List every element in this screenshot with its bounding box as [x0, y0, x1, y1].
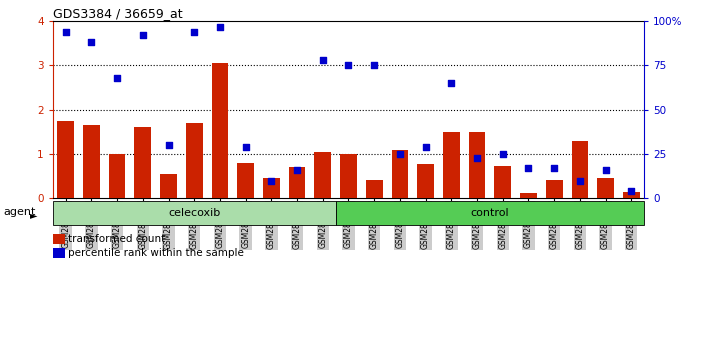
Text: ►: ► [30, 210, 37, 219]
Point [86, 40, 97, 45]
Point [163, 142, 174, 148]
Point [420, 144, 432, 150]
Point [369, 63, 380, 68]
Bar [134, 127, 151, 198]
Bar [572, 141, 589, 198]
Text: percentile rank within the sample: percentile rank within the sample [68, 248, 244, 258]
Point [214, 24, 225, 29]
Bar [83, 125, 100, 198]
Bar [340, 154, 357, 198]
Bar [494, 166, 511, 198]
Point [189, 29, 200, 35]
Point [343, 63, 354, 68]
Bar [315, 152, 331, 198]
Point [523, 165, 534, 171]
Bar [391, 149, 408, 198]
Text: GDS3384 / 36659_at: GDS3384 / 36659_at [53, 7, 182, 20]
Bar [469, 132, 485, 198]
Point [317, 57, 328, 63]
Bar [597, 178, 614, 198]
Point [291, 167, 303, 173]
Bar [623, 192, 640, 198]
Bar [520, 193, 537, 198]
Bar [546, 180, 562, 198]
Text: celecoxib: celecoxib [168, 208, 220, 218]
Text: control: control [470, 208, 509, 218]
Bar [417, 164, 434, 198]
Point [626, 188, 637, 194]
Point [137, 33, 149, 38]
Bar [289, 167, 306, 198]
Text: transformed count: transformed count [68, 234, 165, 244]
Point [265, 178, 277, 183]
Point [240, 144, 251, 150]
Bar [108, 154, 125, 198]
Point [446, 80, 457, 86]
Bar [57, 121, 74, 198]
Point [472, 155, 483, 160]
Bar [237, 163, 254, 198]
Text: agent: agent [4, 207, 36, 217]
Point [394, 151, 406, 157]
Point [497, 151, 508, 157]
Point [111, 75, 122, 81]
Bar [186, 123, 203, 198]
Bar [212, 63, 228, 198]
Bar [263, 178, 279, 198]
Point [574, 178, 586, 183]
Bar [366, 180, 382, 198]
Bar [443, 132, 460, 198]
FancyBboxPatch shape [336, 201, 644, 225]
FancyBboxPatch shape [53, 201, 336, 225]
Bar [160, 174, 177, 198]
Point [60, 29, 71, 35]
Point [548, 165, 560, 171]
Point [600, 167, 611, 173]
